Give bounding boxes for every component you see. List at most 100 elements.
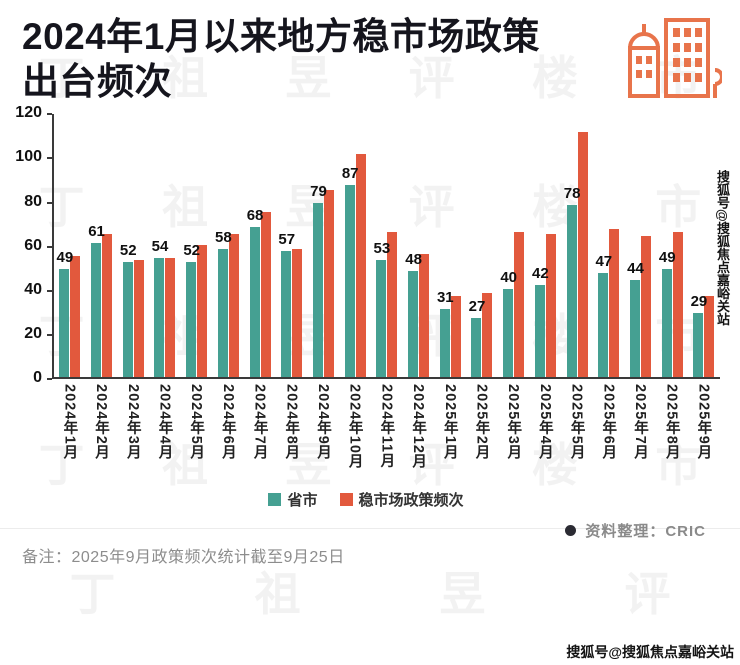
bar-provinces: [154, 258, 165, 378]
x-axis-label-text: 2024年4月: [156, 384, 173, 461]
y-tick-label: 40: [24, 280, 42, 298]
data-source-label: 资料整理：CRIC: [585, 523, 706, 541]
x-axis-label-text: 2024年3月: [124, 384, 141, 461]
bar-group: 61: [88, 114, 115, 378]
bar-provinces: [59, 269, 70, 378]
bar-policy-frequency: [165, 258, 176, 378]
x-axis-label: 2025年9月: [691, 384, 717, 479]
x-axis-label-text: 2024年7月: [251, 384, 268, 461]
buildings-icon: [618, 8, 724, 105]
legend-swatch-icon: [339, 493, 353, 507]
bar-value-label: 44: [627, 260, 644, 278]
divider: [0, 528, 740, 530]
bar-value-label: 52: [119, 242, 137, 260]
x-axis-label-text: 2025年4月: [536, 384, 553, 461]
x-axis-label-text: 2024年12月: [410, 384, 427, 470]
x-axis-label: 2025年4月: [532, 384, 558, 479]
bar-provinces: [439, 308, 450, 378]
y-tick-mark: [47, 245, 52, 248]
bar-policy-frequency: [102, 233, 113, 378]
x-axis-label-text: 2025年9月: [695, 384, 712, 461]
x-axis-label-text: 2024年9月: [314, 384, 331, 461]
bar-group: 49: [57, 114, 83, 378]
bar-provinces: [281, 251, 292, 378]
sohu-watermark-bottom: 搜狐号@搜狐焦点嘉峪关站: [566, 644, 734, 660]
y-tick-label: 0: [33, 369, 42, 387]
x-axis-label: 2025年7月: [628, 384, 654, 479]
y-tick-label: 120: [15, 104, 42, 122]
bar-value-label: 68: [246, 207, 264, 225]
bar-value-label: 47: [595, 253, 613, 271]
bar-group: 79: [310, 114, 336, 378]
bar-value-label: 87: [341, 165, 359, 183]
bar-value-label: 40: [500, 268, 518, 286]
x-axis-label: 2024年10月: [342, 384, 368, 479]
bar-group: 47: [595, 114, 622, 378]
bar-policy-frequency: [704, 295, 715, 378]
bar-policy-frequency: [260, 211, 271, 378]
bar-group: 42: [532, 114, 558, 378]
x-axis-label-text: 2025年1月: [441, 384, 458, 461]
bar-provinces: [471, 317, 482, 378]
bar-provinces: [598, 273, 609, 378]
bar-value-label: 52: [183, 242, 200, 260]
y-tick-mark: [47, 289, 52, 292]
bar-policy-frequency: [609, 229, 620, 378]
bar-value-label: 42: [532, 264, 549, 282]
x-axis-label-text: 2025年7月: [632, 384, 648, 461]
bar-value-label: 31: [436, 288, 454, 306]
bar-value-label: 27: [468, 297, 486, 315]
bar-policy-frequency: [577, 132, 588, 378]
bar-policy-frequency: [450, 295, 461, 378]
bar-value-label: 53: [373, 240, 391, 258]
bar-provinces: [693, 313, 704, 378]
x-axis-label: 2025年1月: [437, 384, 463, 479]
x-axis-label: 2025年5月: [564, 384, 590, 479]
y-tick-mark: [47, 334, 52, 337]
x-axis-label: 2024年4月: [152, 384, 178, 479]
bar-group: 58: [215, 114, 241, 378]
bullet-icon: [565, 525, 577, 537]
y-tick-label: 80: [24, 192, 42, 210]
header: 2024年1月以来地方稳市场政策 出台频次: [0, 0, 740, 104]
x-axis-label-text: 2025年3月: [505, 384, 522, 461]
x-axis-label-text: 2024年6月: [219, 384, 236, 461]
x-axis-label-text: 2024年10月: [346, 384, 363, 470]
bar-chart: 0 20 40 60 80 100 120 49 61 52 54 52 58 68 57 79 87 53 48…: [12, 104, 720, 510]
bar-group: 52: [119, 114, 146, 378]
y-tick-mark: [47, 113, 52, 116]
bar-group: 49: [658, 114, 685, 378]
x-axis-label-text: 2024年5月: [188, 384, 205, 461]
bar-group: 57: [278, 114, 305, 378]
bar-value-label: 49: [658, 249, 676, 267]
x-axis-label: 2024年1月: [57, 384, 83, 479]
bar-provinces: [376, 260, 387, 378]
bar-group: 68: [246, 114, 273, 378]
bar-provinces: [566, 205, 577, 378]
bar-policy-frequency: [197, 244, 208, 378]
bar-group: 78: [564, 114, 590, 378]
y-tick-mark: [47, 378, 52, 381]
y-tick-mark: [47, 157, 52, 160]
x-axis-label-text: 2024年1月: [61, 384, 78, 461]
bar-group: 40: [500, 114, 527, 378]
bar-provinces: [630, 280, 640, 378]
x-axis-labels: 2024年1月 2024年2月 2024年3月 2024年4月 2024年5月 2024年…: [54, 379, 720, 479]
legend-swatch-icon: [268, 493, 282, 507]
x-axis-label: 2025年6月: [596, 384, 622, 479]
bar-value-label: 48: [405, 251, 422, 269]
bar-provinces: [503, 288, 514, 378]
x-axis-label-text: 2025年2月: [473, 384, 490, 461]
bar-value-label: 61: [88, 222, 105, 240]
legend-label: 省市: [287, 492, 318, 510]
bar-provinces: [249, 227, 260, 378]
legend: 省市 稳市场政策频次: [12, 489, 720, 510]
x-axis-label-text: 2024年11月: [378, 384, 395, 469]
bar-provinces: [408, 271, 419, 378]
bar-group: 54: [152, 114, 178, 378]
bar-policy-frequency: [545, 233, 556, 378]
bar-policy-frequency: [387, 231, 398, 378]
x-axis-label-text: 2024年8月: [283, 384, 300, 461]
bar-policy-frequency: [292, 249, 303, 378]
bar-value-label: 79: [310, 182, 327, 200]
